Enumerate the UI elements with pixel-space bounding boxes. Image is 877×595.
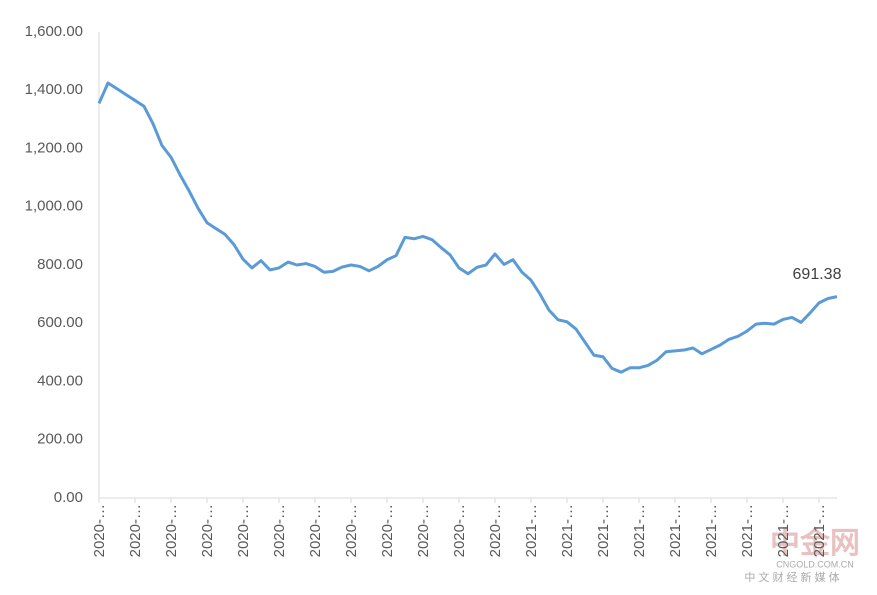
watermark-slogan: 中 文 财 经 新 媒 体 bbox=[744, 570, 839, 584]
x-tick-label: 2020-… bbox=[487, 504, 504, 557]
x-tick-label: 2020-… bbox=[163, 504, 180, 557]
x-tick-label: 2020-… bbox=[451, 504, 468, 557]
x-tick-label: 2020-… bbox=[235, 504, 252, 557]
x-tick-label: 2020-… bbox=[127, 504, 144, 557]
line-series bbox=[97, 81, 838, 374]
y-tick-label: 200.00 bbox=[37, 431, 83, 448]
x-tick-label: 2020-… bbox=[379, 504, 396, 557]
x-tick-label: 2021-… bbox=[703, 504, 720, 557]
y-tick-label: 1,600.00 bbox=[25, 23, 83, 40]
x-tick-label: 2021-… bbox=[595, 504, 612, 557]
y-tick-label: 0.00 bbox=[54, 489, 83, 506]
watermark-logo: 中金网 bbox=[770, 526, 860, 560]
x-tick-label: 2020-… bbox=[343, 504, 360, 557]
x-tick-label: 2021-… bbox=[739, 504, 756, 557]
x-tick-label: 2020-… bbox=[307, 504, 324, 557]
x-tick-label: 2020-… bbox=[271, 504, 288, 557]
x-tick-label: 2021-… bbox=[559, 504, 576, 557]
y-tick-label: 1,200.00 bbox=[25, 139, 83, 156]
y-tick-label: 800.00 bbox=[37, 256, 83, 273]
x-tick-label: 2020-… bbox=[199, 504, 216, 557]
x-tick-label: 2021-… bbox=[523, 504, 540, 557]
x-tick-label: 2020-… bbox=[415, 504, 432, 557]
x-tick-label: 2021-… bbox=[631, 504, 648, 557]
y-tick-label: 1,000.00 bbox=[25, 198, 83, 215]
x-tick-label: 2021-… bbox=[811, 504, 828, 557]
y-tick-label: 400.00 bbox=[37, 372, 83, 389]
x-tick-label: 2020-… bbox=[91, 504, 108, 557]
data-label: 691.38 bbox=[793, 266, 842, 283]
x-tick-label: 2021-… bbox=[667, 504, 684, 557]
y-tick-label: 1,400.00 bbox=[25, 81, 83, 98]
watermark-site: CNGOLD.COM.CN bbox=[776, 559, 854, 569]
x-tick-label: 2021-… bbox=[775, 504, 792, 557]
y-tick-label: 600.00 bbox=[37, 314, 83, 331]
